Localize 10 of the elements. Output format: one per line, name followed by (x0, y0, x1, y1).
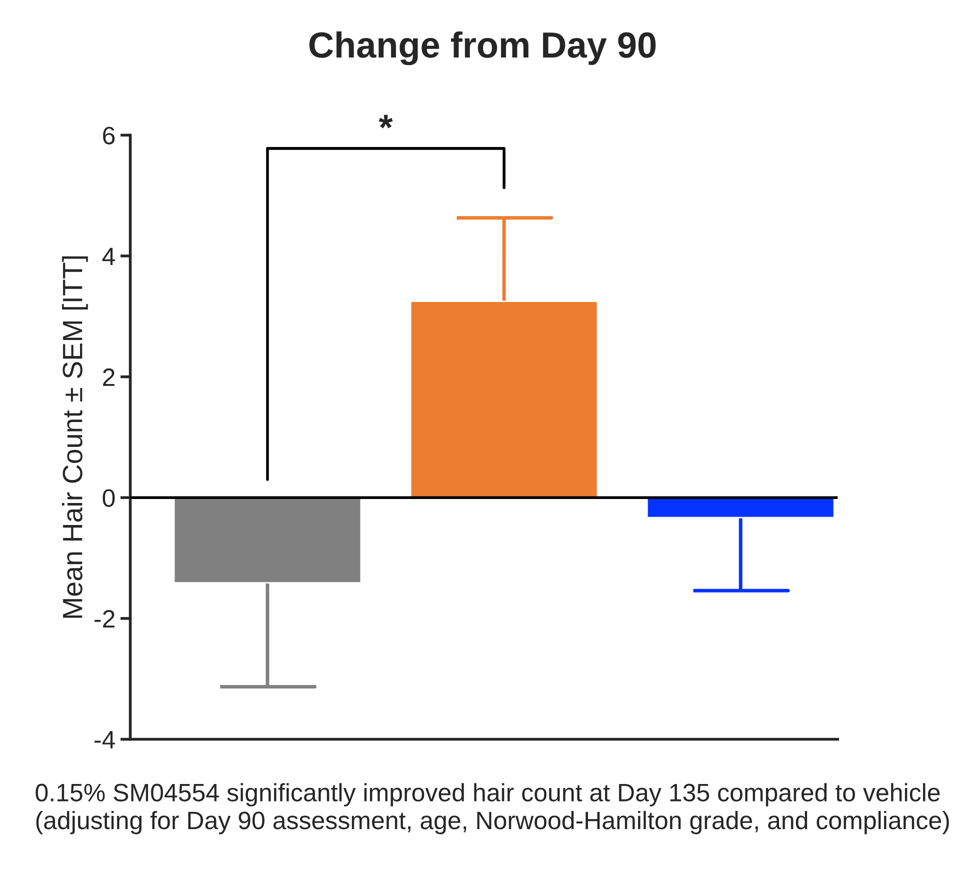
text: * (378, 114, 393, 128)
y-axis-title: Mean Hair Count ± SEM [ITT] (62, 256, 88, 618)
y-tick-label: 2 (103, 368, 114, 386)
y-tick-label: -4 (94, 731, 115, 748)
y-tick-label: 4 (102, 248, 115, 266)
chart-title: Change from Day 90 (309, 31, 656, 66)
text: 0.15% SM04554 significantly improved hair count at Day 135 compared to vehicle (adjusting for Day 90 assessment, age, Norwood-Hamilton grade, and compliance) (36, 783, 949, 834)
y-tick-label: -2 (94, 610, 114, 628)
y-tick-label: 6 (103, 126, 115, 144)
y-tick-label: 0 (102, 489, 115, 507)
